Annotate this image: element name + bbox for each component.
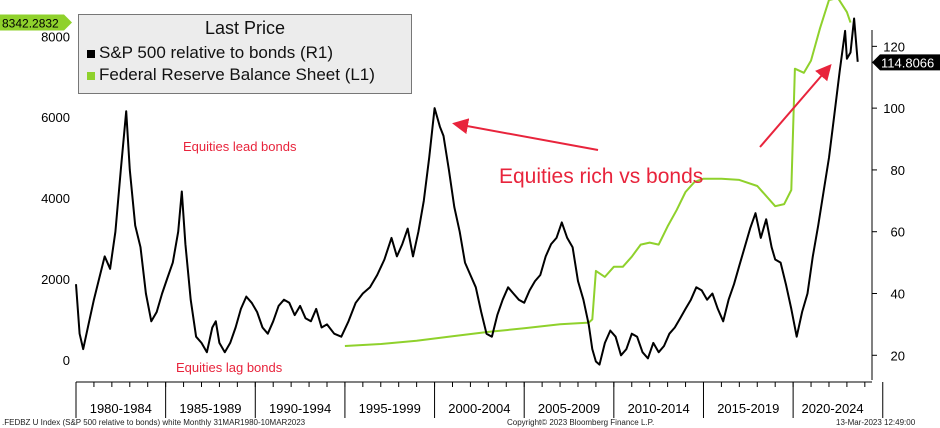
legend-label-fed: Federal Reserve Balance Sheet (L1) [99, 65, 375, 84]
right-axis: 20 40 60 80 100 120 [871, 30, 905, 380]
right-tick-label: 100 [883, 101, 905, 116]
x-category-label: 1980-1984 [90, 401, 152, 416]
right-tick-label: 60 [891, 225, 905, 240]
arrow-to-2000-peak [452, 118, 599, 151]
footer-copyright: Copyright© 2023 Bloomberg Finance L.P. [507, 418, 655, 427]
x-category-label: 1990-1994 [269, 401, 331, 416]
last-value-left: 8342.2832 [0, 14, 72, 31]
footer-ticker: .FEDBZ U Index (S&P 500 relative to bond… [2, 418, 306, 427]
annotation-equities-lag: Equities lag bonds [176, 360, 283, 375]
right-tick-label: 120 [883, 39, 905, 54]
legend: Last Price S&P 500 relative to bonds (R1… [78, 14, 412, 94]
x-category-label: 1985-1989 [179, 401, 241, 416]
annotation-equities-rich: Equities rich vs bonds [499, 165, 703, 188]
x-category-label: 2020-2024 [801, 401, 863, 416]
legend-title: Last Price [204, 18, 286, 38]
legend-swatch-black [87, 49, 95, 58]
series-line-fed-balance [344, 0, 852, 347]
annotations: Equities lead bonds Equities lag bonds Equ… [0, 14, 940, 375]
legend-label-sp500: S&P 500 relative to bonds (R1) [99, 43, 334, 62]
series-layer [75, 0, 859, 366]
legend-entry-sp500: S&P 500 relative to bonds (R1) [87, 43, 333, 63]
x-category-label: 2005-2009 [538, 401, 600, 416]
right-tick-label: 20 [891, 348, 905, 363]
left-tick-label: 4000 [41, 191, 70, 206]
legend-entry-fed: Federal Reserve Balance Sheet (L1) [87, 65, 375, 85]
arrow-to-2022-peak [759, 63, 832, 148]
last-value-right-text: 114.8066 [881, 55, 934, 70]
left-axis: 0 2000 4000 6000 8000 [41, 29, 70, 367]
series-line-sp500 [75, 17, 859, 366]
right-tick-label: 40 [891, 286, 905, 301]
x-category-label: 2015-2019 [717, 401, 779, 416]
left-tick-label: 0 [63, 353, 70, 368]
x-category-label: 1995-1999 [359, 401, 421, 416]
left-tick-label: 8000 [41, 29, 70, 44]
last-value-left-text: 8342.2832 [2, 17, 59, 31]
x-category-label: 2010-2014 [628, 401, 690, 416]
x-category-label: 2000-2004 [448, 401, 510, 416]
left-tick-label: 6000 [41, 110, 70, 125]
last-value-left-box [0, 14, 72, 31]
last-value-right-box [872, 54, 940, 71]
right-tick-label: 80 [891, 163, 905, 178]
legend-swatch-green [87, 71, 95, 80]
left-tick-label: 2000 [41, 272, 70, 287]
last-value-right: 114.8066 [872, 54, 940, 71]
footer-timestamp: 13-Mar-2023 12:49:00 [836, 418, 916, 427]
annotation-equities-lead: Equities lead bonds [183, 139, 297, 154]
x-axis: 1980-1984 1985-1989 1990-1994 1995-1999 2000… [75, 381, 884, 418]
